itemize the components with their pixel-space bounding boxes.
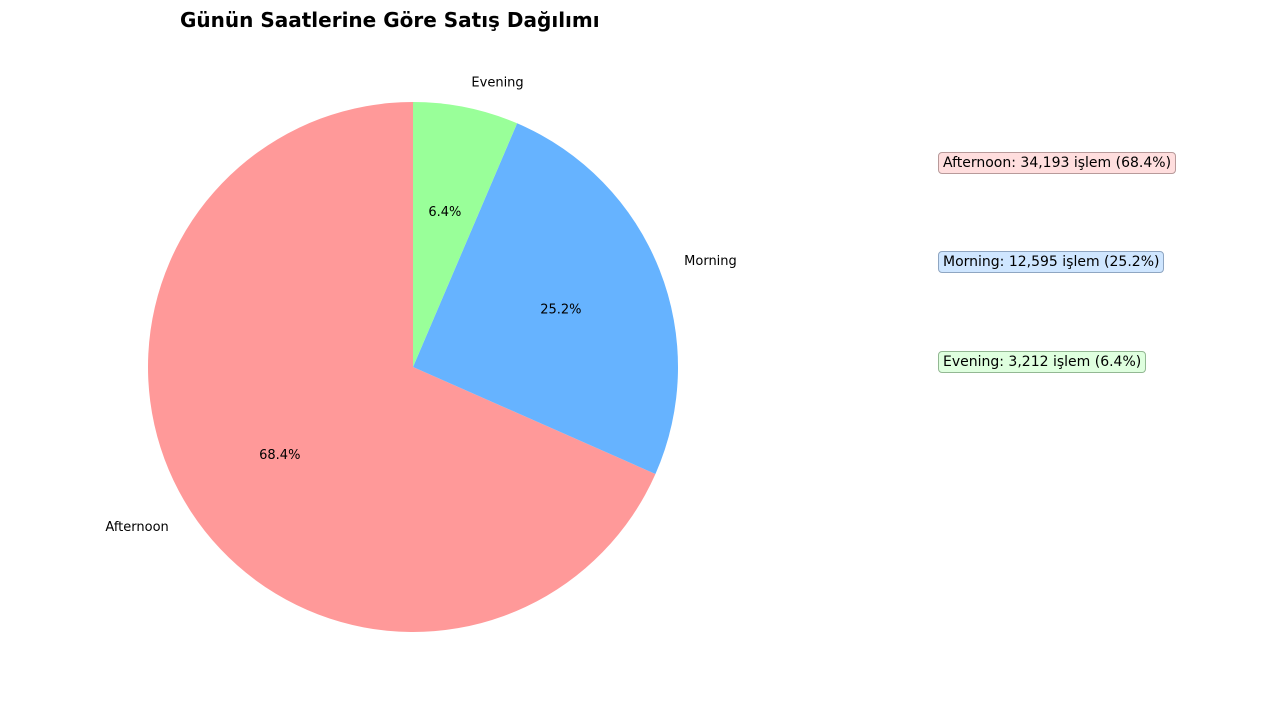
info-box-evening: Evening: 3,212 işlem (6.4%) <box>938 351 1147 373</box>
chart-title: Günün Saatlerine Göre Satış Dağılımı <box>180 8 600 32</box>
pie-percent-label-evening: 6.4% <box>428 205 461 220</box>
info-box-morning: Morning: 12,595 işlem (25.2%) <box>938 251 1165 273</box>
pie-slice-afternoon <box>147 102 656 632</box>
pie-percent-label-afternoon: 68.4% <box>259 448 300 463</box>
info-box-afternoon: Afternoon: 34,193 işlem (68.4%) <box>938 152 1177 174</box>
pie-slice-evening <box>413 102 518 367</box>
pie-slice-morning <box>413 123 679 474</box>
pie-percent-label-morning: 25.2% <box>540 303 581 318</box>
pie-category-label-morning: Morning <box>684 254 737 269</box>
pie-category-label-evening: Evening <box>471 75 523 90</box>
pie-category-label-afternoon: Afternoon <box>105 520 168 535</box>
